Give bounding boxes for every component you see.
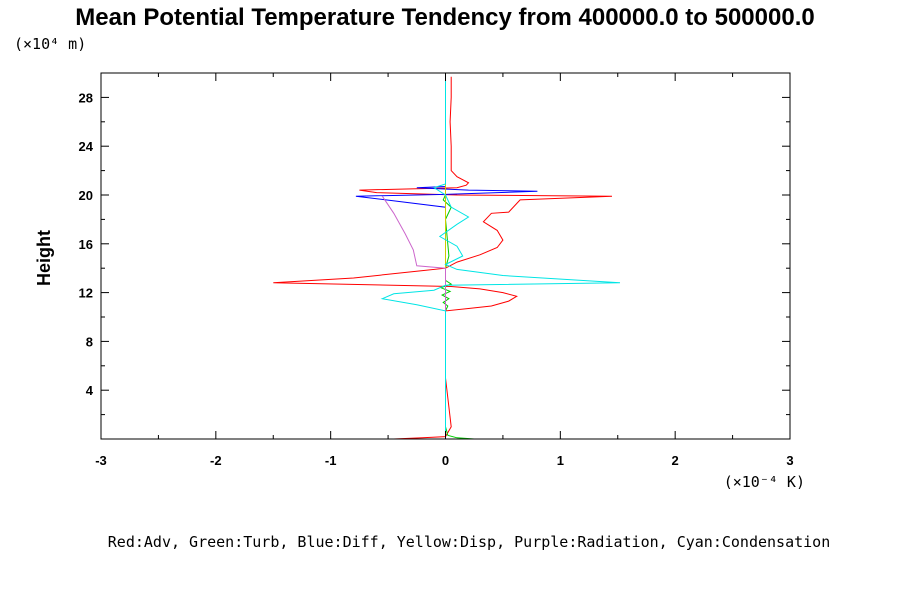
y-tick-label: 24 (79, 139, 94, 154)
x-scale-label: (×10⁻⁴ K) (724, 473, 805, 491)
y-tick-label: 8 (86, 334, 93, 349)
y-tick-label: 12 (79, 286, 93, 301)
x-tick-labels: -3 -2 -1 0 1 2 3 (95, 453, 793, 468)
legend: Red:Adv, Green:Turb, Blue:Diff, Yellow:D… (108, 533, 830, 551)
x-tick-label: -2 (210, 453, 222, 468)
series-line-adv (273, 76, 613, 440)
x-tick-label: 2 (672, 453, 679, 468)
x-tick-label: 0 (442, 453, 449, 468)
y-tick-label: 16 (79, 237, 93, 252)
y-scale-label: (×10⁴ m) (14, 35, 86, 53)
series-line-radiation (381, 195, 446, 437)
y-tick-labels: 4 8 12 16 20 24 28 (79, 90, 94, 398)
x-tick-label: 3 (786, 453, 793, 468)
y-axis-label: Height (34, 230, 54, 286)
axis-ticks (100, 73, 791, 439)
chart-title: Mean Potential Temperature Tendency from… (75, 4, 814, 31)
y-tick-label: 28 (79, 90, 93, 105)
series-line-condensation (380, 76, 621, 439)
y-tick-label: 4 (86, 383, 94, 398)
y-tick-label: 20 (79, 188, 93, 203)
x-tick-label: -1 (325, 453, 337, 468)
plot-lines (273, 76, 621, 440)
x-tick-label: -3 (95, 453, 107, 468)
x-tick-label: 1 (557, 453, 564, 468)
